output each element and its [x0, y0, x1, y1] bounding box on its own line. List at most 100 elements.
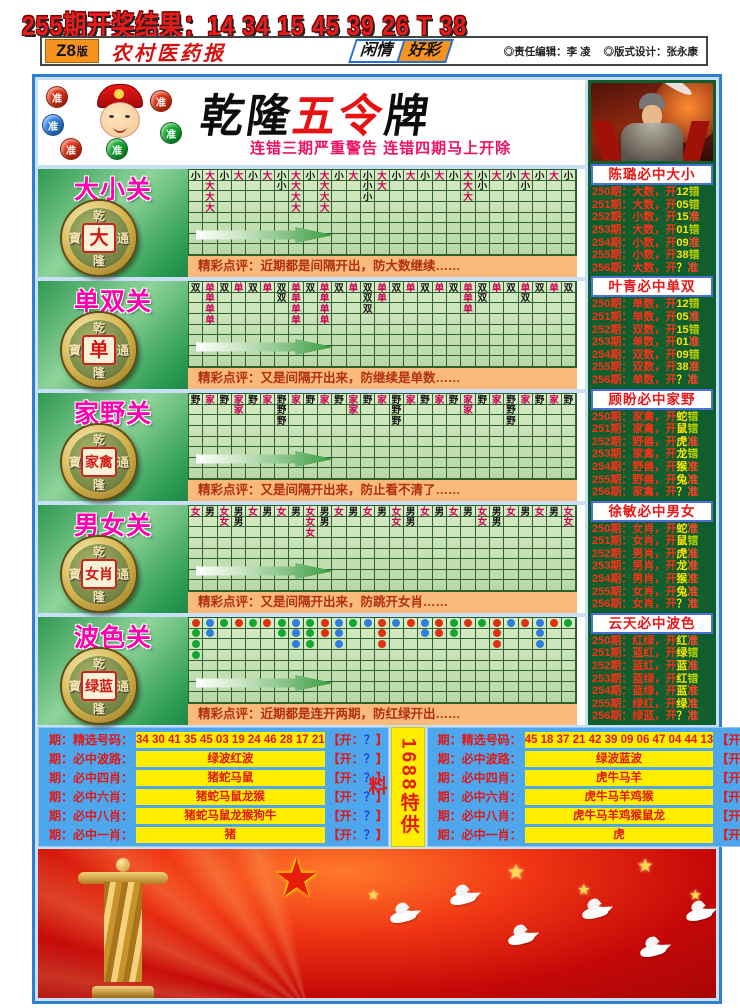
grid-cell: [332, 671, 347, 682]
coin-center-label: 单: [82, 335, 116, 365]
panel-row-verdict: 准: [687, 598, 699, 611]
grid-cell: [217, 639, 232, 650]
grid-cell: [561, 447, 576, 458]
grid-cell: [489, 618, 505, 629]
grid-cell: [532, 223, 548, 234]
special-tips-row: 期：精选号码： 34 30 41 35 45 03 19 24 46 28 17 …: [38, 727, 740, 847]
grid-cell: [217, 425, 232, 437]
panel-row-text: 252期：男肖，开: [592, 547, 677, 560]
grid-cell: [475, 537, 490, 549]
grid-cell: [317, 244, 333, 255]
grid-cell: [389, 201, 404, 213]
grid-cell: [432, 537, 447, 549]
panel-row-verdict: 准: [688, 211, 700, 224]
grid-cell: [432, 660, 447, 672]
grid-cell: [217, 292, 232, 304]
grid-cell: [475, 692, 490, 703]
grid-cell: [389, 692, 404, 703]
grid-cell: 女: [504, 506, 519, 517]
period-dot: [234, 618, 243, 627]
grid-cell: [561, 671, 576, 682]
grid-cell: 小: [446, 170, 462, 181]
grid-cell: [303, 692, 318, 703]
grid-cell: [446, 292, 462, 304]
grid-cell: [475, 212, 490, 224]
lucky-ball: 准: [60, 138, 82, 160]
grid-cell: [403, 649, 419, 661]
grid-cell: 家: [260, 394, 275, 405]
grid-cell: [360, 468, 376, 479]
grid-cell: [532, 324, 548, 336]
table-row-label: 期：必中一肖：: [48, 828, 133, 842]
grid-cell: 双: [518, 292, 533, 304]
grid-cell: [360, 404, 376, 416]
grid-cell: [418, 425, 433, 437]
period-dot: [478, 618, 487, 627]
panel-row: 253期：大数，开01错: [590, 224, 714, 237]
grid-cell: [231, 639, 247, 650]
grid-cell: [189, 303, 204, 314]
grid-cell: [260, 692, 275, 703]
grid-cell: [317, 404, 333, 416]
grid-cell: [346, 292, 361, 304]
table-row-label: 期：必中八肖：: [48, 809, 133, 823]
grid-cell: 双: [561, 282, 576, 293]
grid-cell: [504, 569, 519, 581]
grid-cell: [346, 671, 361, 682]
trend-area: 精彩点评：近期都是连开两期，防红绿开出……: [188, 617, 577, 725]
grid-cell: [504, 649, 519, 661]
grid-cell: [217, 303, 232, 314]
grid-cell: [189, 580, 204, 591]
grid-cell: [260, 436, 275, 448]
section-title: 单双关: [73, 288, 152, 316]
grid-cell: 单: [289, 303, 304, 314]
coin-char: 乾: [92, 433, 106, 447]
grid-cell: [217, 468, 232, 479]
grid-cell: [332, 356, 347, 367]
grid-cell: [446, 548, 462, 560]
grid-cell: [547, 681, 562, 693]
grid-cell: [561, 292, 576, 304]
section-comment: 精彩点评：近期都是连开两期，防红绿开出……: [188, 704, 577, 725]
grid-cell: [317, 415, 333, 426]
grid-cell: [332, 201, 347, 213]
grid-cell: [231, 692, 247, 703]
grid-cell: [246, 468, 261, 479]
grid-cell: [432, 415, 447, 426]
grid-cell: 小: [532, 170, 548, 181]
table-row-label: 期：精选号码：: [48, 733, 133, 747]
grid-cell: [360, 639, 376, 650]
grid-cell: [231, 244, 247, 255]
grid-cell: [432, 671, 447, 682]
grid-cell: 男: [231, 506, 247, 517]
coin-char: 乾: [92, 545, 106, 559]
warrior-armor: [621, 123, 683, 162]
grid-cell: [518, 191, 533, 202]
grid-cell: [475, 457, 490, 469]
grid-cell: [317, 660, 333, 672]
grid-cell: [246, 201, 261, 213]
grid-cell: [547, 660, 562, 672]
period-dot: [277, 629, 286, 638]
grid-cell: [547, 356, 562, 367]
trend-arrow-icon: [196, 675, 334, 691]
panel-row-verdict: 错: [688, 348, 700, 361]
grid-cell: [231, 303, 247, 314]
grid-cell: [461, 569, 476, 581]
grid-cell: [303, 537, 318, 549]
grid-cell: [461, 559, 476, 570]
grid-cell: [346, 569, 361, 581]
grid-cell: [403, 345, 419, 357]
grid-cell: [375, 580, 390, 591]
red-star-icon: ★: [276, 852, 318, 904]
grid-cell: [489, 292, 505, 304]
grid-cell: 家: [203, 394, 218, 405]
grid-cell: [461, 628, 476, 640]
grid-cell: [403, 618, 419, 629]
grid-cell: 双: [274, 292, 290, 304]
grid-cell: [360, 537, 376, 549]
grid-cell: [189, 692, 204, 703]
grid-cell: [217, 628, 232, 640]
panel-row-verdict: 错: [687, 647, 699, 660]
grid-cell: [346, 559, 361, 570]
